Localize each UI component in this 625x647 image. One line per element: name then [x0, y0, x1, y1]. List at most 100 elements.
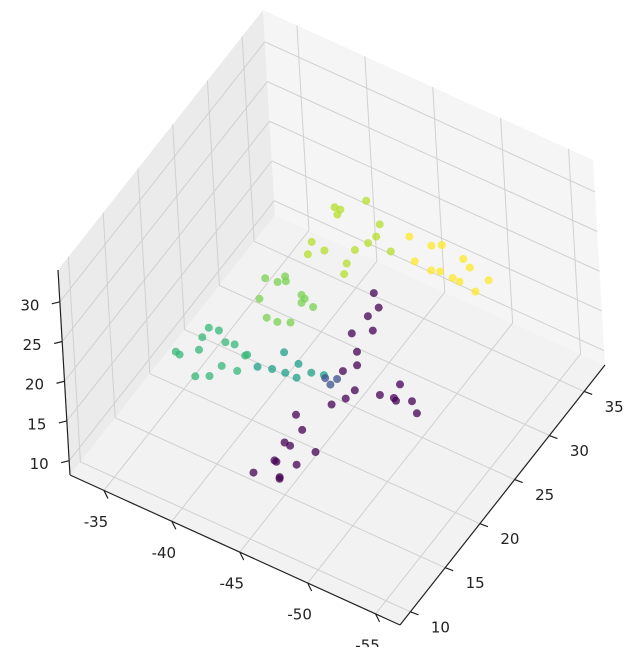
- pane-floor: [70, 215, 605, 625]
- point: [410, 257, 419, 266]
- grid-line: [264, 41, 596, 193]
- grid-line: [171, 260, 378, 522]
- y-tick: [410, 611, 419, 616]
- grid-line: [239, 291, 446, 553]
- point: [273, 278, 282, 286]
- x-tick-label: -45: [220, 575, 245, 593]
- point: [330, 203, 339, 212]
- grid-line: [296, 25, 310, 231]
- grid-line: [219, 285, 550, 436]
- point: [471, 287, 480, 296]
- point: [340, 270, 349, 279]
- point: [214, 326, 223, 335]
- point: [436, 267, 445, 276]
- point: [233, 366, 242, 375]
- point: [281, 277, 290, 286]
- point: [292, 410, 300, 419]
- x-tick: [171, 521, 177, 530]
- point: [280, 348, 289, 357]
- point: [307, 368, 316, 377]
- y-axis: [399, 364, 606, 626]
- grid-line: [364, 56, 378, 262]
- point: [171, 347, 180, 356]
- grid-line: [500, 117, 514, 324]
- grid-line: [59, 41, 266, 303]
- y-tick-label: 10: [431, 618, 450, 636]
- grid-line: [432, 87, 446, 293]
- z-axis: [57, 269, 71, 476]
- point: [342, 259, 351, 268]
- y-tick-label: 30: [570, 442, 589, 460]
- point: [386, 247, 395, 256]
- z-tick: [56, 380, 65, 384]
- grid-line: [568, 148, 582, 354]
- point: [262, 313, 271, 322]
- point: [333, 210, 342, 219]
- point: [294, 359, 303, 368]
- point: [280, 438, 289, 447]
- point: [241, 351, 250, 360]
- point: [465, 263, 474, 272]
- point: [307, 237, 316, 246]
- y-tick-label: 25: [535, 486, 554, 504]
- grid-line: [266, 81, 598, 232]
- y-tick-label: 15: [466, 574, 485, 592]
- z-tick: [58, 420, 67, 424]
- x-tick: [307, 582, 313, 592]
- point: [249, 468, 258, 477]
- grid-line: [80, 461, 411, 613]
- point: [341, 394, 350, 403]
- point: [230, 340, 239, 349]
- point: [281, 368, 290, 377]
- grid-line: [269, 120, 600, 272]
- y-tick: [583, 390, 593, 396]
- z-tick: [54, 340, 63, 345]
- x-tick: [239, 551, 245, 561]
- point: [255, 294, 264, 303]
- point: [408, 397, 416, 406]
- point: [375, 391, 384, 399]
- grid-line: [172, 124, 186, 330]
- grid-line: [206, 80, 220, 286]
- x-tick-label: -35: [84, 513, 109, 531]
- y-tick: [549, 434, 558, 440]
- y-tick-label: 35: [605, 398, 624, 416]
- grid-line: [273, 200, 605, 352]
- point: [369, 289, 378, 298]
- point: [353, 347, 361, 356]
- y-tick: [479, 523, 489, 528]
- x-tick-label: -50: [287, 606, 312, 624]
- point: [273, 317, 282, 326]
- z-tick-label: 10: [30, 455, 49, 473]
- grid-line: [114, 417, 446, 569]
- y-tick: [514, 479, 523, 484]
- x-tick-label: -55: [355, 636, 380, 647]
- grid-line: [241, 36, 255, 242]
- grid-line: [307, 322, 514, 584]
- point: [326, 380, 335, 389]
- point: [368, 326, 377, 335]
- grid-line: [64, 120, 270, 382]
- point: [364, 239, 373, 248]
- z-tick-label: 20: [25, 376, 44, 394]
- point: [311, 448, 320, 456]
- grid-line: [68, 200, 275, 462]
- grid-line: [253, 240, 585, 392]
- point: [412, 409, 421, 418]
- point: [321, 374, 330, 383]
- point: [333, 375, 342, 383]
- grid-line: [103, 230, 310, 491]
- point: [405, 232, 414, 241]
- point: [362, 196, 371, 205]
- point: [204, 323, 213, 332]
- z-tick-label: 25: [23, 336, 42, 354]
- y-tick: [444, 567, 454, 572]
- point: [484, 276, 493, 285]
- grid-line: [102, 212, 116, 418]
- point: [292, 460, 301, 469]
- x-axis: [69, 474, 401, 626]
- z-tick-label: 30: [20, 296, 39, 314]
- grid-line: [271, 160, 603, 312]
- point: [261, 274, 270, 283]
